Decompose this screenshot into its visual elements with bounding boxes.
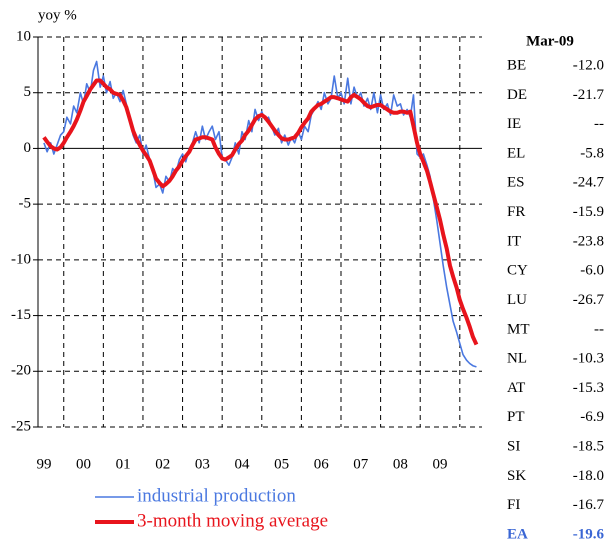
country-value: -15.9 xyxy=(573,204,604,220)
country-value: -- xyxy=(594,321,604,337)
country-code: PT xyxy=(507,409,525,425)
country-code: CY xyxy=(507,263,528,279)
country-value: -16.7 xyxy=(573,497,605,513)
country-code: FR xyxy=(507,204,525,220)
x-tick-label: 08 xyxy=(393,456,408,472)
x-tick-label: 05 xyxy=(274,456,289,472)
country-code: IT xyxy=(507,233,521,249)
x-tick-label: 06 xyxy=(314,456,330,472)
country-value: -- xyxy=(594,116,604,132)
country-value: -24.7 xyxy=(573,175,605,191)
country-value: -23.8 xyxy=(573,233,604,249)
y-tick-label: -5 xyxy=(19,196,32,212)
country-value: -10.3 xyxy=(573,351,604,367)
legend-label: 3-month moving average xyxy=(137,510,328,531)
country-value: -26.7 xyxy=(573,292,605,308)
y-tick-label: 10 xyxy=(16,28,31,44)
country-code: ES xyxy=(507,175,525,191)
country-value: -15.3 xyxy=(573,380,604,396)
country-code: IE xyxy=(507,116,521,132)
country-value: -18.0 xyxy=(573,468,604,484)
y-tick-label: -25 xyxy=(11,418,31,434)
x-tick-label: 09 xyxy=(433,456,448,472)
x-tick-label: 04 xyxy=(234,456,250,472)
country-value: -19.6 xyxy=(573,526,605,542)
x-tick-label: 07 xyxy=(353,456,369,472)
y-axis-label: yoy % xyxy=(38,7,77,23)
table-header: Mar-09 xyxy=(526,33,574,49)
y-tick-label: -20 xyxy=(11,363,31,379)
x-tick-label: 01 xyxy=(116,456,131,472)
y-tick-label: -10 xyxy=(11,251,31,267)
x-tick-label: 00 xyxy=(76,456,91,472)
country-code: BE xyxy=(507,57,526,73)
x-tick-label: 02 xyxy=(155,456,170,472)
country-code: EA xyxy=(507,526,528,542)
data-line xyxy=(43,60,477,368)
y-tick-label: 5 xyxy=(24,84,32,100)
x-tick-label: 99 xyxy=(36,456,51,472)
country-value: -6.9 xyxy=(580,409,604,425)
country-code: EL xyxy=(507,145,525,161)
country-value: -21.7 xyxy=(573,87,605,103)
country-code: SK xyxy=(507,468,526,484)
country-value: -12.0 xyxy=(573,57,604,73)
country-code: LU xyxy=(507,292,527,308)
data-line xyxy=(42,78,479,346)
country-code: DE xyxy=(507,87,527,103)
legend-label: industrial production xyxy=(137,485,296,506)
country-code: AT xyxy=(507,380,525,396)
country-value: -18.5 xyxy=(573,439,604,455)
x-tick-label: 03 xyxy=(195,456,210,472)
country-value: -5.8 xyxy=(580,145,604,161)
country-code: NL xyxy=(507,351,527,367)
country-code: MT xyxy=(507,321,530,337)
y-tick-label: 0 xyxy=(24,140,32,156)
y-tick-label: -15 xyxy=(11,307,31,323)
country-code: FI xyxy=(507,497,520,513)
country-code: SI xyxy=(507,439,520,455)
country-value: -6.0 xyxy=(580,263,604,279)
